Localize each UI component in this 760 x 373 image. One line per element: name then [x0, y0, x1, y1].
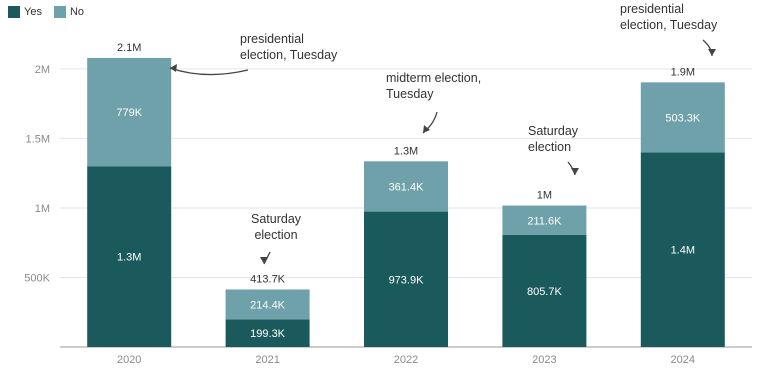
data-label-yes: 1.3M — [117, 252, 141, 264]
bar-no-2023 — [502, 205, 587, 235]
data-label-no: 503.3K — [665, 112, 701, 124]
annotation-text-2024: presidential — [620, 2, 684, 16]
data-label-yes: 805.7K — [527, 286, 563, 298]
data-label-no: 779K — [116, 107, 142, 119]
legend-label-yes: Yes — [24, 6, 42, 18]
y-tick-label: 1M — [35, 203, 50, 215]
data-label-no: 211.6K — [527, 215, 562, 227]
bar-no-2022 — [364, 161, 448, 212]
annotation-arrow-2020 — [169, 67, 249, 76]
annotation-text-2022: Tuesday — [386, 87, 434, 101]
x-tick-label: 2024 — [671, 354, 695, 366]
legend-swatch-no — [53, 6, 66, 18]
bar-yes-2024 — [640, 152, 725, 347]
total-label: 1.9M — [671, 66, 695, 78]
data-label-yes: 199.3K — [250, 328, 286, 340]
legend-item-no: No — [53, 6, 85, 18]
bar-no-2024 — [640, 82, 725, 153]
x-tick-label: 2022 — [394, 354, 418, 366]
annotation-arrowhead-2023 — [571, 168, 579, 175]
y-tick-label: 2M — [35, 64, 50, 76]
annotation-text-2020: election, Tuesday — [240, 48, 338, 62]
bar-no-2021 — [225, 289, 310, 320]
total-label: 1M — [537, 190, 552, 202]
annotation-text-2020: presidential — [240, 32, 304, 46]
annotation-text-2023: election — [528, 140, 571, 154]
bar-no-2020 — [87, 57, 172, 167]
bar-yes-2021 — [225, 319, 310, 347]
annotation-text-2024: election, Tuesday — [620, 18, 718, 32]
bar-yes-2020 — [87, 166, 172, 347]
annotation-arrowhead-2024 — [708, 49, 716, 56]
annotation-text-2021: election — [254, 228, 297, 242]
legend: Yes No — [8, 6, 84, 18]
bar-yes-2023 — [502, 234, 587, 347]
total-label: 413.7K — [250, 273, 286, 285]
annotation-text-2022: midterm election, — [386, 71, 481, 85]
y-tick-label: 1.5M — [26, 133, 50, 145]
data-label-no: 361.4K — [389, 181, 425, 193]
total-label: 1.3M — [394, 145, 418, 157]
legend-swatch-yes — [8, 6, 20, 18]
legend-item-yes: Yes — [8, 6, 42, 18]
annotation-arrowhead-2020 — [170, 64, 177, 72]
x-tick-label: 2020 — [117, 354, 141, 366]
data-label-yes: 1.4M — [671, 245, 695, 257]
data-label-yes: 973.9K — [389, 274, 425, 286]
total-label: 2.1M — [117, 42, 141, 54]
annotation-text-2021: Saturday — [251, 212, 302, 226]
legend-label-no: No — [69, 6, 85, 18]
bar-yes-2022 — [364, 211, 448, 347]
x-tick-label: 2023 — [532, 354, 556, 366]
x-tick-label: 2021 — [255, 354, 279, 366]
annotation-text-2023: Saturday — [528, 124, 579, 138]
data-label-no: 214.4K — [250, 299, 286, 311]
annotation-arrowhead-2021 — [260, 257, 268, 264]
y-tick-label: 500K — [24, 272, 50, 284]
annotation-arrowhead-2022 — [423, 125, 430, 133]
